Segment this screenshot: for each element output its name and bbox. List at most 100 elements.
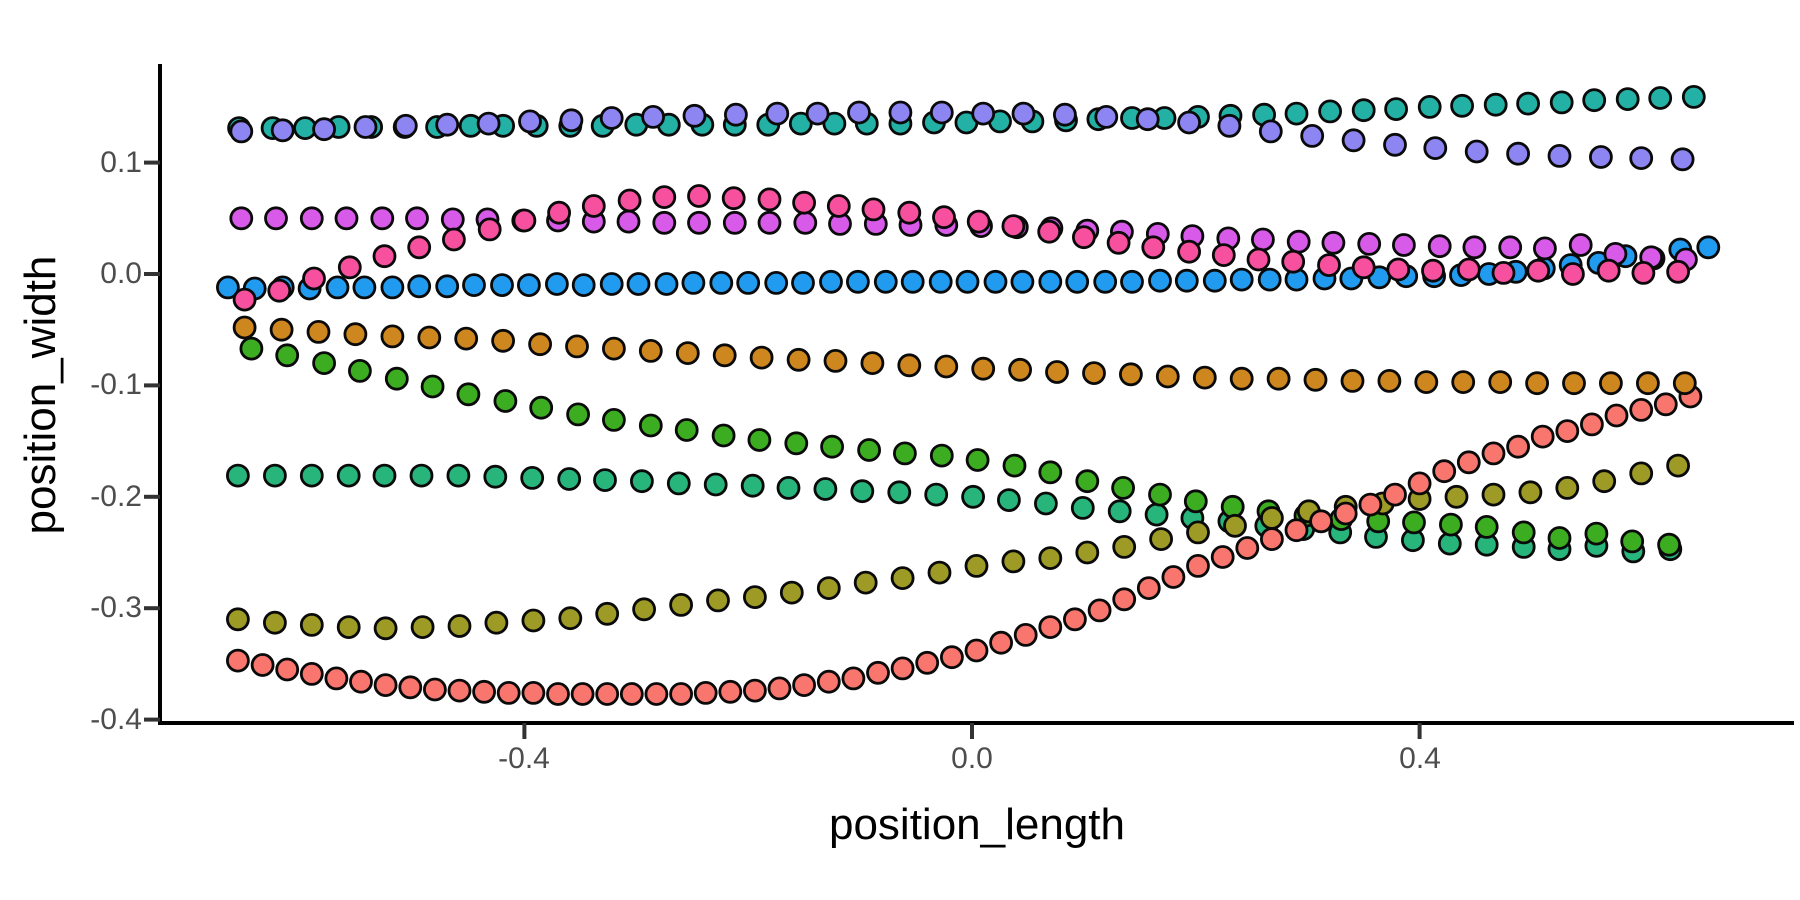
data-point [264,206,288,231]
data-point [1333,501,1358,526]
data-point [1696,235,1721,260]
data-point [1589,145,1613,169]
data-point [1038,269,1063,294]
data-point [1582,88,1607,113]
data-point [724,102,748,127]
data-point [370,206,395,231]
data-point [1561,262,1585,286]
data-point [619,682,644,706]
data-point [1423,136,1448,161]
data-point [1518,480,1543,505]
data-point [1309,509,1333,534]
data-point [1072,225,1096,250]
data-point [496,681,521,705]
data-point [1562,371,1586,396]
data-point [1112,587,1137,612]
data-point [393,113,418,138]
data-point [1631,260,1656,285]
data-point [1303,367,1328,392]
data-point [1210,545,1235,569]
data-point [1045,360,1069,384]
series-olive [225,453,1690,641]
data-point [632,597,656,622]
data-point [654,272,679,296]
data-point [581,194,606,218]
data-point [853,570,878,595]
data-point [681,270,706,295]
data-point [1075,469,1100,494]
data-point [971,356,996,381]
data-point [703,472,728,497]
data-point [1491,260,1516,285]
data-point [1555,475,1580,500]
data-point [1432,459,1457,484]
data-point [1260,506,1284,530]
data-point [336,615,361,639]
data-point [1511,520,1536,545]
data-point [1670,147,1695,172]
data-point [873,269,898,294]
data-point [1135,107,1160,132]
data-point [435,274,460,299]
data-point [1258,119,1283,144]
data-point [1474,515,1499,539]
data-point [1481,441,1506,466]
data-point [1136,576,1161,600]
data-point [1161,565,1186,589]
data-point [743,585,767,609]
y-tick-label-0.1: 0.1 [100,146,142,179]
data-point [929,100,954,125]
data-point [767,676,792,701]
data-point [740,473,765,498]
data-point [669,682,693,706]
data-point [816,576,841,600]
data-point [1421,258,1445,283]
data-point [1516,91,1540,116]
data-point [1549,90,1574,115]
data-point [1106,230,1131,255]
data-point [1666,453,1690,478]
data-point [1351,255,1376,280]
data-point [520,465,545,490]
series-magenta [229,206,1698,272]
data-point [1392,233,1416,257]
data-point [422,677,447,702]
data-point [630,469,654,494]
y-tick-label--0.4: -0.4 [90,703,142,736]
data-point [900,269,925,294]
data-point [546,682,570,706]
data-point [420,374,445,399]
data-point [866,660,890,685]
data-point [521,681,546,705]
data-point [1260,527,1284,551]
data-point [1186,554,1210,578]
data-point [299,463,324,488]
data-point [1087,598,1112,623]
data-point [1636,371,1660,396]
data-point [721,186,746,211]
y-tick-label--0.3: -0.3 [90,591,142,624]
data-point [791,270,815,295]
data-point [1001,214,1026,239]
data-point [593,468,617,493]
data-point [888,100,913,125]
y-tick-label--0.1: -0.1 [90,368,142,401]
data-point [890,656,915,681]
data-point [687,210,711,235]
data-point [1211,243,1236,268]
data-point [302,266,326,291]
data-point [1414,370,1439,395]
data-point [1547,143,1572,168]
data-point [861,197,886,222]
data-point [860,351,885,376]
data-point [1093,269,1118,294]
data-point [275,343,300,368]
data-point [491,328,516,353]
data-point [269,317,294,342]
data-point [529,395,554,420]
data-point [1065,269,1090,294]
data-point [846,269,870,294]
data-point [1547,526,1572,550]
data-point [1202,268,1227,293]
data-point [747,428,772,452]
